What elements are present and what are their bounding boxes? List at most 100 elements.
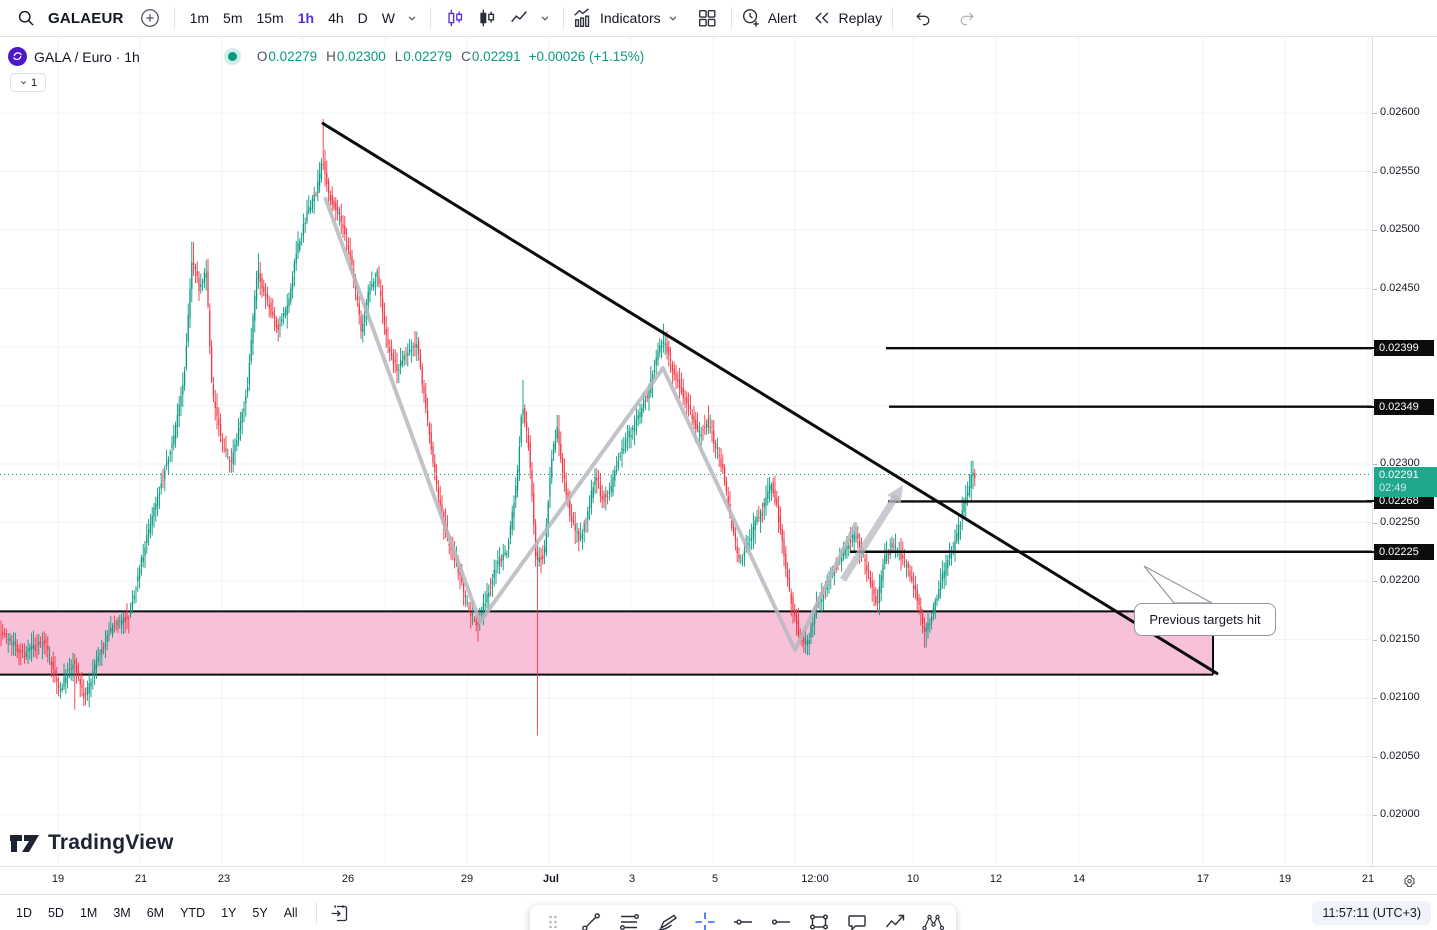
- price-axis-label: 0.02450: [1380, 281, 1420, 294]
- timeframe-5m[interactable]: 5m: [223, 10, 243, 26]
- open-label: O: [256, 49, 268, 64]
- callout-text[interactable]: Previous targets hit: [1134, 603, 1276, 636]
- chart-settings-gear-icon[interactable]: [1398, 870, 1420, 892]
- current-price-label[interactable]: 0.02291 02:49: [1374, 466, 1437, 497]
- go-to-date-icon[interactable]: [327, 900, 353, 926]
- time-axis-label: Jul: [543, 873, 559, 885]
- projection-arrow-body[interactable]: [840, 493, 900, 582]
- level-price-label[interactable]: 0.02349: [1374, 398, 1434, 415]
- timeframe-chevron-icon[interactable]: [402, 4, 422, 32]
- info-line-icon[interactable]: [768, 909, 794, 930]
- candles-icon[interactable]: [439, 4, 471, 32]
- chart-pane[interactable]: GALA / Euro · 1h O 0.02279 H 0.02300 L 0.02…: [0, 37, 1372, 866]
- timeframe-W[interactable]: W: [381, 10, 395, 26]
- price-axis-label: 0.02050: [1380, 749, 1420, 762]
- open-value: 0.02279: [268, 49, 318, 64]
- time-axis-label: 23: [217, 873, 231, 885]
- search-icon[interactable]: [10, 4, 42, 32]
- replay-button[interactable]: Replay: [812, 4, 884, 32]
- timeframe-1h[interactable]: 1h: [297, 10, 315, 26]
- time-axis[interactable]: 19 21 23 26 29 Jul 3 5 12:00 10 12 14 17 19 21: [0, 866, 1437, 895]
- floating-drawing-toolbar: [530, 905, 956, 930]
- time-axis-label: 19: [1278, 873, 1292, 885]
- trend-line-icon[interactable]: [578, 909, 604, 930]
- rectangle-icon[interactable]: [806, 909, 832, 930]
- indicators-chevron-icon[interactable]: [663, 4, 683, 32]
- brush-icon[interactable]: [654, 909, 680, 930]
- time-axis-label: 17: [1196, 873, 1210, 885]
- price-axis-label: 0.02600: [1380, 106, 1420, 118]
- time-axis-label: 21: [1361, 873, 1375, 885]
- timeframe-4h[interactable]: 4h: [328, 10, 344, 26]
- toolbar-divider: [562, 7, 564, 29]
- clock-timezone-button[interactable]: 11:57:11 (UTC+3): [1312, 901, 1431, 925]
- projection-arrow-head[interactable]: [887, 485, 903, 504]
- range-1y[interactable]: 1Y: [221, 906, 237, 920]
- replay-label: Replay: [838, 10, 883, 26]
- price-axis-tick: [1373, 288, 1377, 290]
- level-price-tick: [1367, 500, 1374, 503]
- crosshair-icon[interactable]: [692, 909, 718, 930]
- symbol-search-button[interactable]: GALAEUR: [48, 9, 124, 27]
- drag-handle-icon[interactable]: [540, 909, 566, 930]
- hollow-candles-icon[interactable]: [471, 4, 503, 32]
- range-6m[interactable]: 6M: [146, 906, 165, 920]
- timeframe-1m[interactable]: 1m: [189, 10, 210, 26]
- level-price-tick: [1367, 550, 1374, 553]
- range-3m[interactable]: 3M: [113, 906, 131, 920]
- timeframe-D[interactable]: D: [357, 10, 368, 26]
- chart-style-chevron-icon[interactable]: [535, 4, 555, 32]
- bottom-divider: [315, 902, 317, 924]
- price-axis-tick: [1373, 464, 1377, 465]
- low-value: 0.02279: [403, 49, 453, 64]
- time-axis-label: 29: [460, 873, 474, 885]
- bottom-toolbar: 1D 5D 1M 3M 6M YTD 1Y 5Y All: [0, 894, 1437, 930]
- toolbar-divider: [429, 7, 431, 29]
- tradingview-watermark[interactable]: TradingView: [10, 831, 174, 855]
- price-axis-label: 0.02200: [1380, 574, 1420, 586]
- polyline-arrow-icon[interactable]: [882, 909, 908, 930]
- low-label: L: [394, 49, 403, 64]
- tradingview-logo-icon: [10, 834, 39, 852]
- timeframe-15m[interactable]: 15m: [256, 10, 284, 26]
- indicators-button[interactable]: Indicators: [572, 4, 663, 32]
- xabcd-pattern-icon[interactable]: [920, 909, 946, 930]
- range-1m[interactable]: 1M: [79, 906, 98, 920]
- descending-trendline[interactable]: [321, 122, 1219, 675]
- level-price-label[interactable]: 0.02399: [1374, 340, 1434, 357]
- price-axis[interactable]: 0.02600 0.02550 0.02500 0.02450 0.02300 0.022…: [1367, 37, 1437, 866]
- price-axis-tick: [1373, 698, 1377, 699]
- line-chart-icon[interactable]: [503, 4, 535, 32]
- range-5d[interactable]: 5D: [47, 906, 64, 920]
- range-5y[interactable]: 5Y: [252, 906, 268, 920]
- add-symbol-icon[interactable]: [134, 4, 166, 32]
- price-axis-label: 0.02300: [1380, 457, 1420, 469]
- range-all[interactable]: All: [283, 906, 298, 920]
- price-axis-tick: [1373, 522, 1377, 524]
- candlestick-chart[interactable]: [0, 37, 1372, 866]
- clock-text: 11:57:11 (UTC+3): [1322, 906, 1421, 920]
- symbol-title[interactable]: GALA / Euro · 1h: [34, 48, 140, 65]
- comment-icon[interactable]: [844, 909, 870, 930]
- zigzag-projection[interactable]: [323, 196, 858, 653]
- layout-grid-icon[interactable]: [691, 4, 723, 32]
- range-ytd[interactable]: YTD: [180, 906, 206, 920]
- time-axis-label: 10: [906, 873, 920, 885]
- level-price-label[interactable]: 0.02225: [1374, 543, 1434, 560]
- undo-icon[interactable]: [907, 4, 939, 32]
- level-price-label[interactable]: 0.02268: [1374, 493, 1434, 510]
- alert-button[interactable]: Alert: [740, 4, 799, 32]
- parallel-lines-icon[interactable]: [616, 909, 642, 930]
- ohlc-values: O 0.02279 H 0.02300 L 0.02279 C 0.02291 +0.0…: [257, 49, 644, 64]
- market-status-dot[interactable]: [227, 52, 237, 61]
- legend-collapse-button[interactable]: 1: [10, 73, 46, 92]
- support-zone[interactable]: [0, 611, 1213, 675]
- redo-icon[interactable]: [951, 4, 983, 32]
- bar-countdown: 02:49: [1379, 481, 1407, 494]
- horizontal-ray-icon[interactable]: [730, 909, 756, 930]
- time-axis-label: 14: [1072, 873, 1086, 885]
- toolbar-divider: [730, 7, 732, 29]
- change-value: +0.00026 (+1.15%): [528, 49, 645, 64]
- range-1d[interactable]: 1D: [16, 906, 32, 920]
